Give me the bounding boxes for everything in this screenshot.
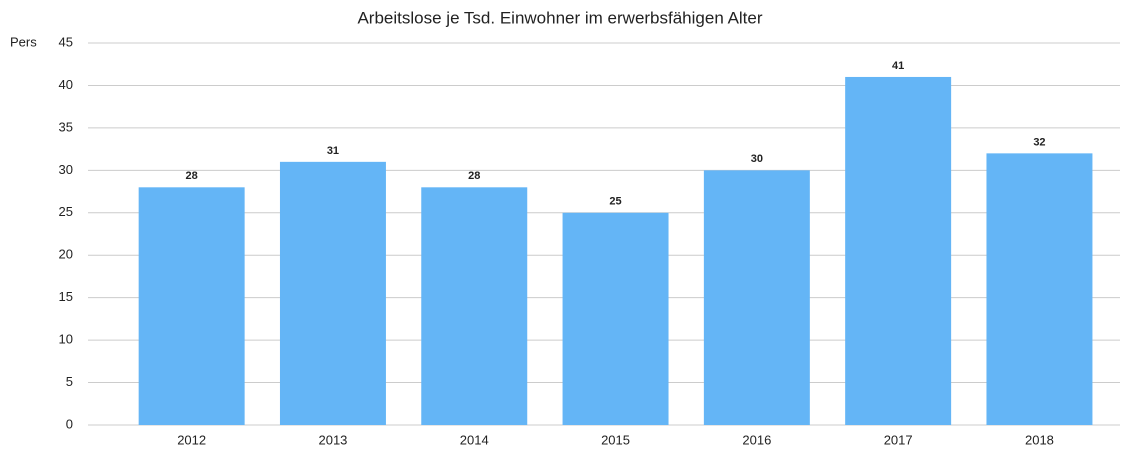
x-tick-label: 2018 [1025, 432, 1054, 447]
bar [703, 170, 810, 425]
x-tick-label: 2017 [884, 432, 913, 447]
y-tick-label: 40 [59, 77, 73, 92]
data-label: 32 [1033, 136, 1045, 148]
x-tick-label: 2013 [318, 432, 347, 447]
y-tick-label: 35 [59, 119, 73, 134]
data-label: 28 [468, 170, 480, 182]
y-tick-label: 25 [59, 204, 73, 219]
chart-title: Arbeitslose je Tsd. Einwohner im erwerbs… [357, 8, 762, 27]
y-tick-label: 20 [59, 247, 73, 262]
y-tick-label: 0 [66, 416, 73, 431]
bar [986, 153, 1093, 425]
y-tick-label: 15 [59, 289, 73, 304]
y-tick-label: 10 [59, 332, 73, 347]
data-label: 30 [751, 153, 763, 165]
y-tick-label: 30 [59, 162, 73, 177]
y-tick-label: 5 [66, 374, 73, 389]
x-tick-label: 2015 [601, 432, 630, 447]
bar [421, 187, 528, 425]
bar [138, 187, 245, 425]
bar [845, 76, 952, 425]
x-tick-label: 2016 [742, 432, 771, 447]
bar [279, 161, 386, 425]
bar [562, 212, 669, 425]
data-label: 41 [892, 60, 904, 72]
data-label: 25 [609, 196, 621, 208]
y-tick-label: 45 [59, 34, 73, 49]
x-tick-label: 2012 [177, 432, 206, 447]
data-label: 31 [327, 145, 339, 157]
x-tick-label: 2014 [460, 432, 489, 447]
data-label: 28 [186, 170, 198, 182]
y-axis-label: Pers [10, 34, 37, 49]
